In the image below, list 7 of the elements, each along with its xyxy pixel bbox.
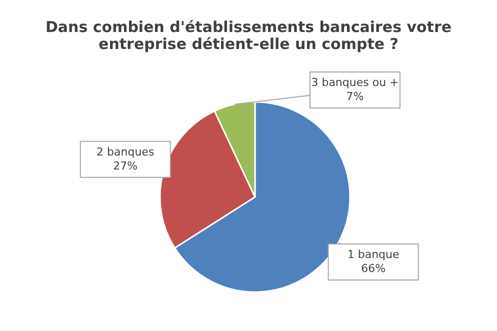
- slice-label: 1 banque: [347, 248, 400, 262]
- data-label: 27%: [113, 159, 138, 172]
- data-label: 66%: [361, 262, 386, 276]
- slice-label: 2 banques: [96, 145, 154, 158]
- data-label: 7%: [346, 90, 364, 103]
- slice-label: 3 banques ou +: [311, 76, 399, 89]
- chart-title: Dans combien d'établissements bancaires votre entreprise détient-elle un compte ?: [45, 18, 452, 53]
